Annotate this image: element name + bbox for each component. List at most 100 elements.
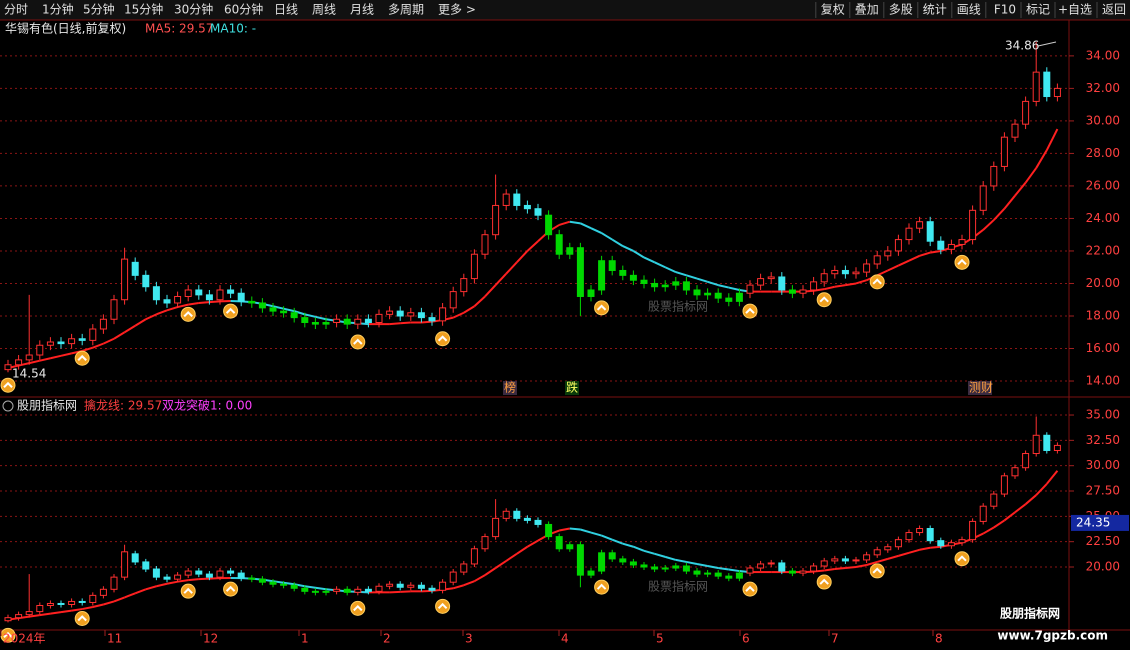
ma-segment [156,309,168,316]
ma-segment [601,232,613,241]
ma-segment [1035,149,1048,169]
buy-signal [223,581,239,597]
ma-segment [177,303,189,309]
signal-chevron [872,567,882,574]
ma-segment [982,219,995,231]
toolbar-item[interactable]: 30分钟 [174,2,213,17]
ma-segment [579,222,592,230]
signal-chevron [77,354,87,361]
candle-body [799,289,807,294]
signal-icon [223,303,239,319]
candle-body [1032,434,1040,455]
candle-body [852,559,860,562]
line1-label: 擒龙线: 29.57 [84,398,162,413]
buy-signal [594,300,610,316]
toolbar-item[interactable]: 1分钟 [42,2,74,17]
y-tick-label: 32.50 [1086,433,1120,447]
ma-segment [39,357,51,362]
candle-body [121,551,129,578]
ma-segment [622,542,634,548]
candle-body [481,234,489,255]
candle-body [311,321,319,325]
current-price-box [1071,514,1129,531]
toolbar-item[interactable]: 更多 > [438,3,476,17]
ma-segment [1046,470,1059,485]
candle-body [1000,475,1008,495]
candle-body [227,289,235,294]
candle-body [545,214,553,236]
ma-segment [632,250,645,259]
ma10-label: MA10: - [210,22,256,36]
signal-chevron [872,278,882,285]
ma-segment [887,554,899,560]
buy-signal [742,581,758,597]
candle-body [322,321,330,325]
toolbar-item[interactable]: 多周期 [388,3,424,17]
candle-body [555,536,563,550]
toolbar-item[interactable]: 分时 [4,3,28,17]
event-label[interactable]: 跌 [566,380,578,395]
candle-body [354,588,362,593]
candle-body [523,204,531,210]
ma-segment [1014,182,1027,197]
toolbar-item[interactable]: 返回 [1102,3,1126,17]
y-tick-label: 18.00 [1086,308,1120,322]
candle-body [587,289,595,297]
ma-segment [92,342,104,349]
toolbar-item[interactable]: +自选 [1058,3,1092,17]
event-label[interactable]: 榜 [504,380,516,395]
ma-segment [1003,511,1016,522]
toolbar-item[interactable]: 15分钟 [124,2,163,17]
y-tick-label: 22.00 [1086,243,1120,257]
candle-body [651,566,659,570]
candle-body [1053,444,1061,451]
toolbar-item[interactable]: 画线 [957,3,981,17]
candle-body [693,289,701,296]
ma-segment [272,305,284,310]
candle-body [725,297,733,302]
candle-body [269,581,277,585]
ma-segment [728,568,740,573]
ma-segment [919,251,931,257]
ma-segment [516,545,528,555]
toolbar-item[interactable]: 60分钟 [224,2,263,17]
candle-body [513,193,521,206]
ma-segment [696,562,708,567]
candle-body [333,588,341,592]
buy-signal [435,331,451,347]
ma-segment [315,586,327,591]
ma-segment [728,286,740,291]
candle-body [704,292,712,296]
ma-segment [930,545,941,549]
ma-segment [1035,483,1048,496]
toolbar-item[interactable]: 日线 [274,3,298,17]
candle-body [152,286,160,301]
toolbar-item[interactable]: 多股 [889,3,913,17]
toolbar-item[interactable]: 月线 [350,3,374,17]
ma-segment [1024,494,1037,505]
toolbar-item[interactable]: 标记 [1026,3,1050,17]
candle-body [248,300,256,304]
line2-label: 双龙突破1: 0.00 [162,398,252,413]
candle-body [25,354,33,361]
x-tick-label: 1 [301,632,309,646]
event-label[interactable]: 测财 [969,381,993,395]
toolbar-item[interactable]: F10 [994,3,1016,17]
candle-body [301,317,309,323]
candle-body [258,302,266,309]
toolbar-item[interactable]: 5分钟 [83,2,115,17]
candle-body [990,493,998,507]
toolbar-item[interactable]: 叠加 [855,3,879,17]
toolbar-item[interactable]: 周线 [312,3,336,17]
candle-body [608,260,616,271]
candle-body [534,519,542,525]
toolbar-item[interactable]: 复权 [821,3,845,17]
candle-body [481,536,489,550]
ma-segment [611,238,624,247]
ma-segment [643,256,656,264]
candle-body [576,247,584,297]
y-tick-label: 16.00 [1086,341,1120,355]
buy-signal [435,598,451,614]
toolbar-item[interactable]: 统计 [923,3,947,17]
